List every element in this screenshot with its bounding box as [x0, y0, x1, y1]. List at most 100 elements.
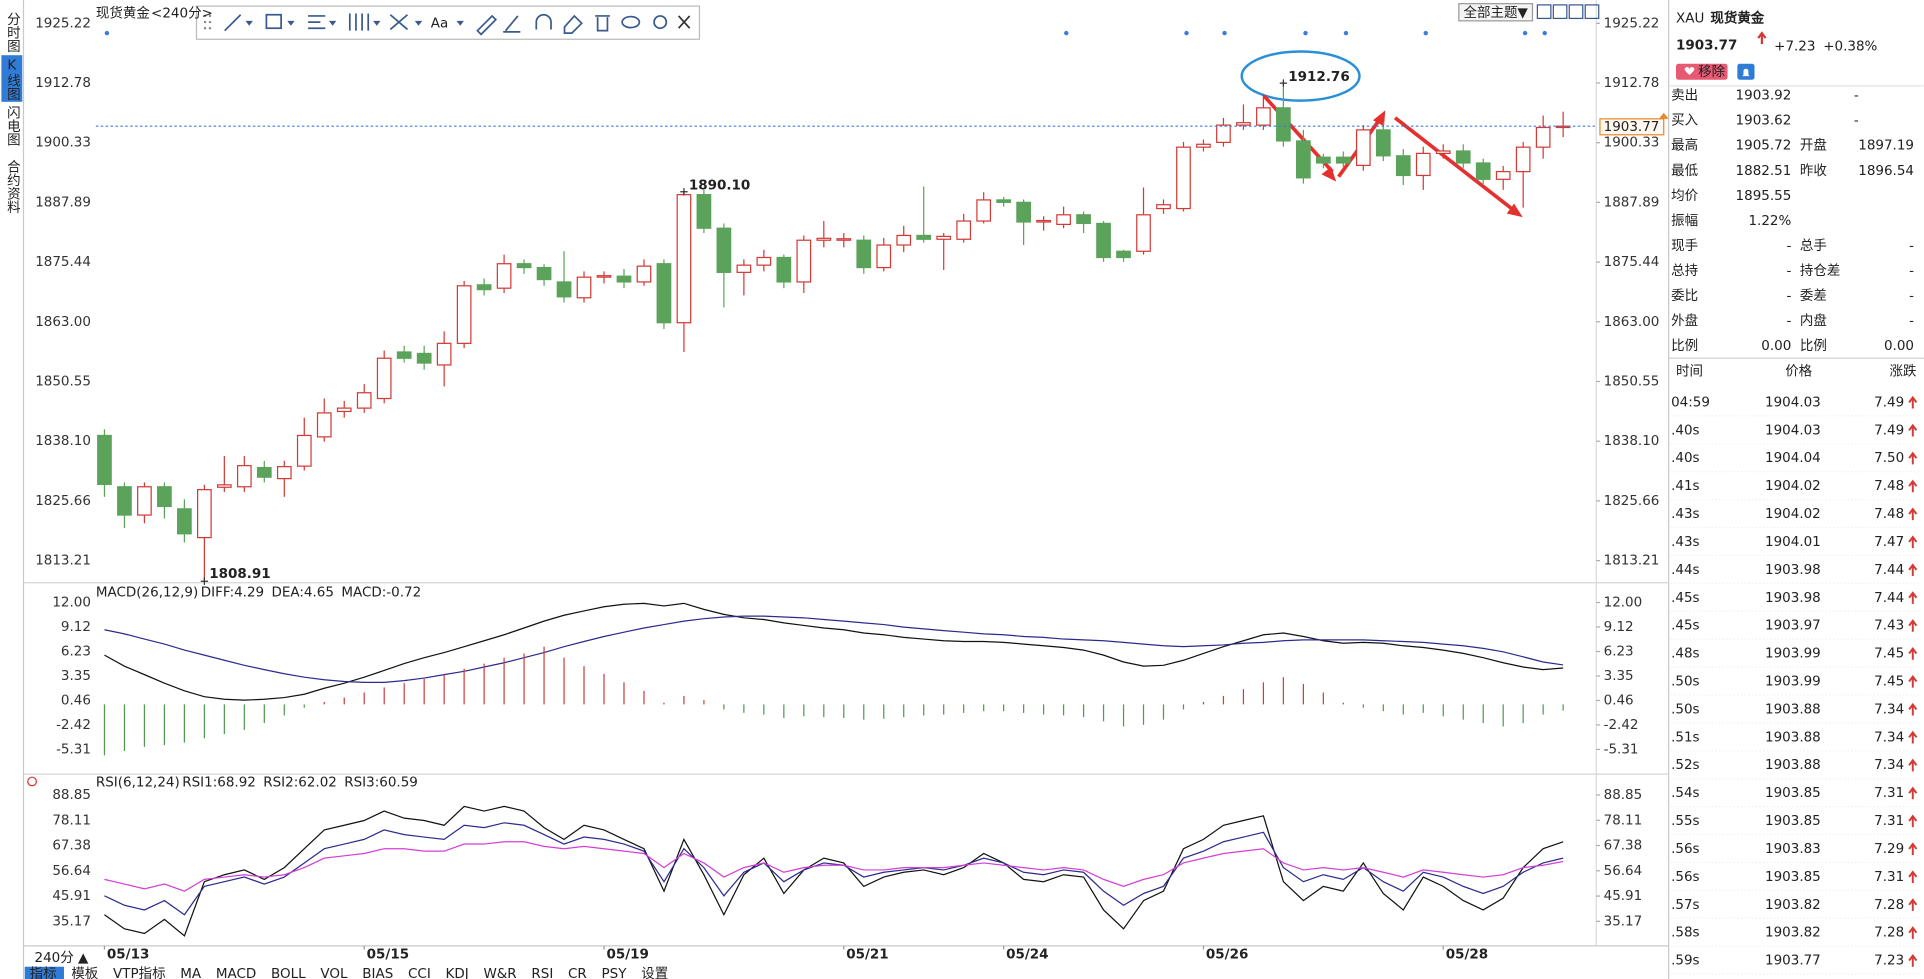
side-tab[interactable]: K线图	[4, 58, 21, 101]
active-tab-bg	[1, 55, 23, 102]
bottom-tab[interactable]: VTP指标	[113, 966, 166, 979]
field-label: 振幅	[1671, 213, 1698, 229]
remove-button-bg[interactable]	[1676, 63, 1728, 80]
layout-icon[interactable]	[1552, 4, 1568, 20]
bottom-tab[interactable]: CCI	[408, 966, 431, 979]
tick-price: 1904.01	[1765, 534, 1821, 550]
side-tab[interactable]: 合约资料	[4, 159, 21, 213]
field-value: 1882.51	[1736, 163, 1792, 179]
y-tick-label-left: 3.35	[61, 668, 91, 684]
layout-icon[interactable]	[1584, 4, 1600, 20]
tick-up-arrow	[1908, 702, 1918, 716]
candle-body	[916, 234, 932, 240]
candle-body	[756, 256, 772, 266]
field-value: -	[1854, 113, 1859, 129]
tick-up-arrow	[1908, 423, 1918, 437]
theme-button-box[interactable]	[1458, 3, 1534, 22]
theme-button[interactable]: 全部主题▼	[1464, 4, 1529, 21]
bell-icon	[1742, 68, 1750, 77]
side-tab[interactable]: 闪电图	[4, 105, 20, 146]
tick-price: 1903.85	[1765, 869, 1821, 885]
event-dots	[104, 30, 1547, 36]
period-button[interactable]: 240分 ▲	[35, 950, 90, 966]
tick-time: .44s	[1671, 562, 1699, 578]
tick-price: 1903.85	[1765, 813, 1821, 829]
gann-tool[interactable]	[348, 13, 370, 31]
remove-button[interactable]: 移除	[1698, 64, 1725, 80]
field-label: 总手	[1800, 238, 1827, 254]
bottom-tab[interactable]: BOLL	[271, 966, 306, 979]
tick-price: 1903.99	[1765, 673, 1821, 689]
bottom-tab[interactable]: CR	[568, 966, 587, 979]
bottom-tab[interactable]: 设置	[641, 966, 668, 979]
grip	[203, 14, 212, 30]
fib-tool[interactable]	[308, 15, 326, 30]
last-price: 1903.77	[1676, 37, 1737, 53]
y-tick-label-left: -2.42	[56, 717, 91, 733]
rect-tool[interactable]	[265, 13, 282, 30]
tick-time: .58s	[1671, 925, 1699, 941]
tick-change: 7.28	[1874, 897, 1904, 913]
y-tick-label-right: 1813.21	[1604, 553, 1660, 569]
bottom-tab[interactable]: MA	[180, 966, 202, 979]
eye-tool[interactable]	[621, 15, 641, 29]
settings-tool[interactable]	[653, 15, 668, 30]
field-value: -	[1786, 238, 1791, 254]
y-tick-label-left: 1925.22	[35, 15, 91, 31]
candle-body	[476, 284, 492, 291]
layout-icon[interactable]	[1536, 4, 1552, 20]
eraser-tool[interactable]	[563, 14, 583, 34]
font-tool[interactable]: Aa	[431, 15, 449, 31]
brush-tool[interactable]	[503, 15, 521, 33]
field-label: 比例	[1800, 338, 1827, 354]
tick-change: 7.43	[1874, 618, 1904, 634]
legend-label: DIFF:4.29	[201, 585, 264, 601]
pen-tool[interactable]	[476, 14, 498, 36]
candle-body	[436, 342, 452, 366]
candle-body	[936, 235, 952, 240]
tick-up-arrow	[1908, 954, 1918, 967]
x-tick-label: 05/24	[1006, 946, 1048, 962]
tick-up-arrow	[1908, 842, 1918, 856]
field-label: 内盘	[1800, 312, 1827, 329]
bottom-tab[interactable]: VOL	[320, 966, 348, 979]
close-toolbar[interactable]	[677, 15, 691, 29]
bottom-tab[interactable]: MACD	[216, 966, 256, 979]
layout-icon[interactable]	[1568, 4, 1584, 20]
up-arrow	[1757, 31, 1767, 45]
bottom-tab[interactable]: RSI	[531, 966, 553, 979]
candle-body	[976, 199, 992, 222]
field-value: 1905.72	[1736, 138, 1792, 154]
indicator-settings-icon[interactable]	[27, 776, 37, 787]
field-value: -	[1909, 313, 1914, 329]
tick-time: .43s	[1671, 506, 1699, 522]
tick-price: 1903.77	[1765, 953, 1821, 969]
side-tab[interactable]: 分时图	[4, 12, 21, 53]
bottom-tab[interactable]: KDJ	[446, 966, 469, 979]
candle-body	[1136, 214, 1151, 252]
tick-time: .54s	[1671, 785, 1699, 801]
pattern-tool[interactable]	[389, 14, 409, 31]
candle-body	[1495, 171, 1511, 180]
bottom-tab[interactable]: 指标	[30, 966, 57, 979]
line-tool[interactable]	[224, 14, 242, 32]
field-value: -	[1909, 238, 1914, 254]
candle-body	[376, 357, 392, 400]
bottom-tab[interactable]: PSY	[602, 966, 628, 979]
dropdown-arrows	[245, 20, 464, 26]
y-tick-label-right: 78.11	[1604, 812, 1643, 828]
candle-body	[896, 234, 912, 246]
candle-body	[1455, 150, 1471, 164]
candle-body	[596, 275, 612, 278]
delete-tool[interactable]	[595, 15, 610, 32]
candle-body	[956, 220, 972, 240]
tick-time: .56s	[1671, 841, 1699, 857]
candle-body	[1515, 146, 1531, 173]
magnet-tool[interactable]	[535, 13, 552, 30]
bottom-tab[interactable]: BIAS	[362, 966, 393, 979]
y-tick-label-right: 35.17	[1604, 913, 1643, 929]
bottom-tab[interactable]: W&R	[483, 966, 516, 979]
indicator-line	[104, 841, 1564, 892]
tick-time: .55s	[1671, 813, 1699, 829]
bottom-tab[interactable]: 模板	[71, 966, 98, 979]
